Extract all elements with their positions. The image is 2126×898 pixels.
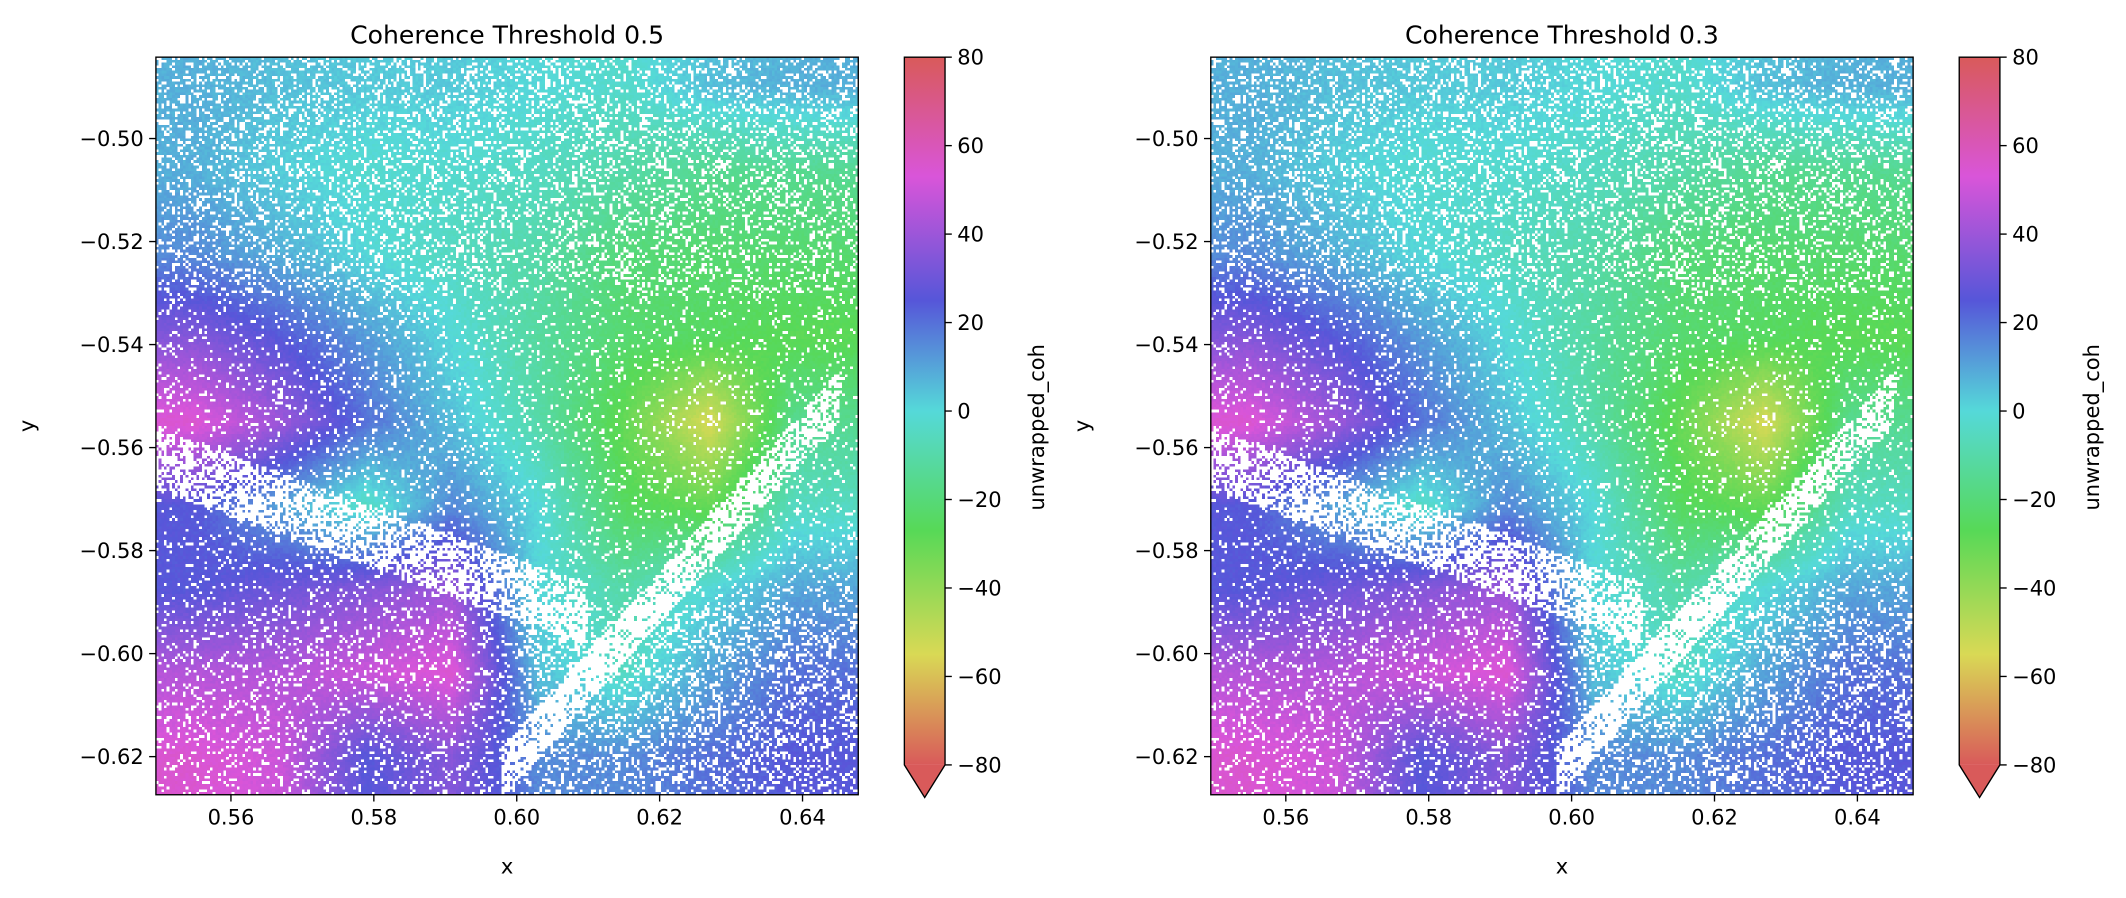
x-tick-label: 0.56 [208,805,255,830]
colorbar-outline [903,56,946,799]
colorbar [904,57,946,765]
y-tick-label: −0.50 [1134,126,1198,151]
x-axis-label: x [1556,853,1568,878]
x-tick-label: 0.62 [636,805,683,830]
x-tick-label: 0.64 [1834,805,1881,830]
axes-frame [155,56,859,796]
colorbar-label: unwrapped_coh [2079,344,2105,510]
y-tick-label: −0.56 [79,435,143,460]
colorbar-tick-label: 20 [2012,310,2039,335]
y-tick-label: −0.62 [79,744,143,769]
colorbar-tick-label: −60 [2012,664,2056,689]
colorbar-tick-label: −20 [957,487,1001,512]
colorbar-tick-label: 80 [2012,45,2039,70]
colorbar-tick-label: −40 [957,575,1001,600]
colorbar-extend-min [904,764,946,798]
colorbar-tick-label: 40 [957,222,984,247]
x-tick-label: 0.62 [1691,805,1738,830]
x-tick-label: 0.60 [1548,805,1595,830]
y-axis-label: y [14,420,39,432]
y-tick-label: −0.54 [79,332,143,357]
colorbar-outline [1958,56,2001,799]
heatmap-image [155,57,859,795]
y-tick-label: −0.52 [1134,229,1198,254]
y-tick-label: −0.52 [79,229,143,254]
y-tick-label: −0.50 [79,126,143,151]
y-tick-label: −0.58 [1134,538,1198,563]
chart-title: Coherence Threshold 0.3 [1405,21,1719,50]
colorbar-extend-min [1959,764,2000,798]
colorbar-tick-label: −80 [2012,752,2056,777]
y-axis-label: y [1069,420,1094,432]
y-tick-label: −0.56 [1134,435,1198,460]
x-tick-label: 0.64 [779,805,826,830]
chart-title: Coherence Threshold 0.5 [350,21,664,50]
colorbar-tick-label: −80 [957,752,1001,777]
x-tick-label: 0.56 [1262,805,1309,830]
y-tick-label: −0.58 [79,538,143,563]
colorbar-label: unwrapped_coh [1024,344,1050,510]
colorbar-tick-label: 0 [957,398,970,423]
y-tick-label: −0.60 [1134,641,1198,666]
x-tick-label: 0.58 [1405,805,1452,830]
y-tick-label: −0.54 [1134,332,1198,357]
heatmap-image [1210,57,1914,795]
colorbar [1959,57,2000,765]
chart-panel-2: Coherence Threshold 0.3 0.56 0.58 0.60 0.62 0… [1069,21,2105,879]
colorbar-tick-label: 60 [957,133,984,158]
colorbar-tick-label: 80 [957,45,984,70]
colorbar-tick-label: −60 [957,664,1001,689]
colorbar-tick-label: 0 [2012,398,2025,423]
x-tick-label: 0.60 [493,805,540,830]
y-tick-label: −0.62 [1134,744,1198,769]
colorbar-tick-label: 40 [2012,222,2039,247]
x-tick-label: 0.58 [350,805,397,830]
colorbar-tick-label: −20 [2012,487,2056,512]
colorbar-tick-label: −40 [2012,575,2056,600]
chart-panel-1: Coherence Threshold 0.5 0.56 0.58 0.60 0.62 0… [14,21,1050,879]
x-axis-label: x [501,853,513,878]
y-tick-label: −0.60 [79,641,143,666]
colorbar-tick-label: 20 [957,310,984,335]
axes-frame [1210,56,1914,796]
colorbar-tick-label: 60 [2012,133,2039,158]
